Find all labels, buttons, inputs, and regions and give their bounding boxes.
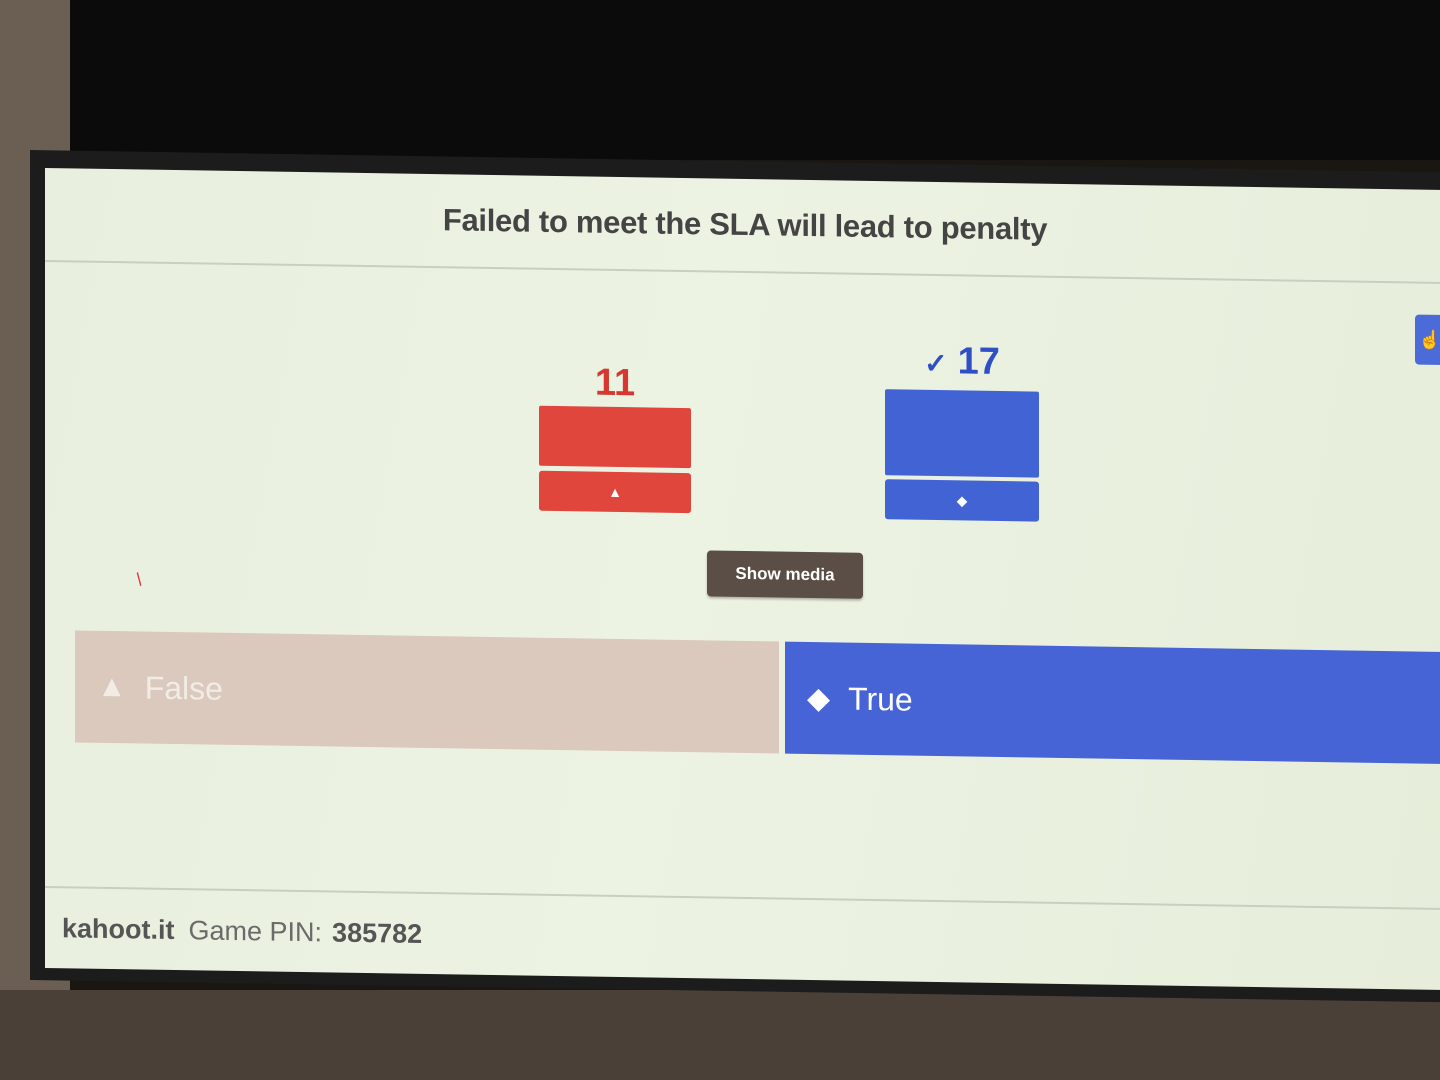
room-wall-top	[0, 0, 1440, 160]
kahoot-results-screen: Failed to meet the SLA will lead to pena…	[45, 168, 1440, 990]
bar-true-count: 17	[958, 340, 1000, 383]
bar-true: ✓ 17 ◆	[885, 339, 1039, 521]
bar-true-base: ◆	[885, 479, 1039, 521]
bar-true-count-row: ✓ 17	[885, 339, 1039, 384]
bar-false-count: 11	[539, 361, 691, 406]
game-pin-label: Game PIN:	[189, 915, 323, 948]
bar-true-fill	[885, 389, 1039, 477]
pen-mark-decoration: /	[132, 570, 147, 591]
diamond-icon: ◆	[807, 680, 830, 715]
triangle-icon: ▲	[608, 484, 622, 500]
bar-false-base: ▲	[539, 471, 691, 513]
diamond-icon: ◆	[957, 492, 968, 509]
show-media-button[interactable]: Show media	[707, 550, 863, 598]
answer-false-label: False	[145, 669, 223, 707]
brand-link[interactable]: kahoot.it	[62, 913, 175, 946]
triangle-icon: ▲	[97, 670, 127, 704]
check-icon: ✓	[924, 348, 947, 379]
room-wall-bottom	[0, 990, 1440, 1080]
bar-false: 11 ▲	[539, 361, 691, 513]
game-pin-value: 385782	[332, 917, 422, 949]
bar-false-fill	[539, 406, 691, 468]
answer-options: ▲ False ◆ True	[75, 630, 1440, 774]
answer-true-label: True	[848, 680, 913, 718]
answer-true[interactable]: ◆ True	[785, 642, 1440, 765]
answer-false[interactable]: ▲ False	[75, 630, 779, 753]
results-chart: 11 ▲ ✓ 17 ◆	[45, 168, 1440, 570]
